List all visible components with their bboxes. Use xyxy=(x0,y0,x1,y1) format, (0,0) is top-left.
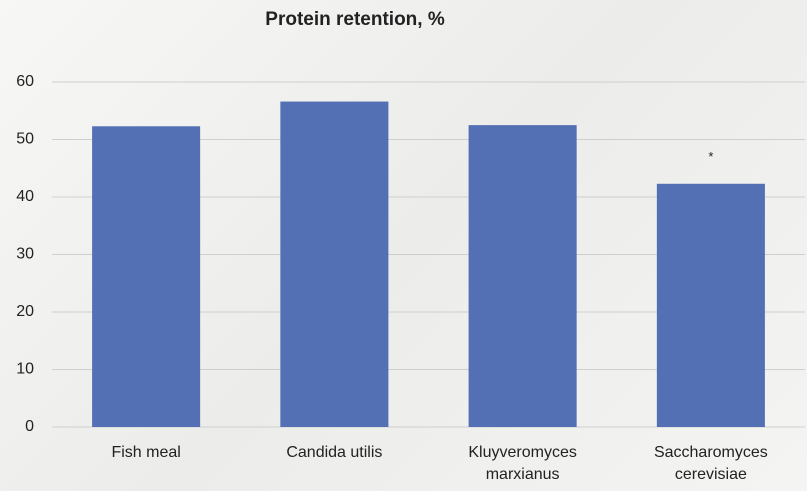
bar xyxy=(92,126,201,428)
annotation: * xyxy=(708,149,713,164)
chart-title: Protein retention, % xyxy=(265,9,445,30)
bar xyxy=(468,125,577,427)
y-tick-label: 0 xyxy=(25,418,34,435)
y-tick-label: 50 xyxy=(16,131,34,148)
bar xyxy=(656,183,765,427)
y-tick-label: 10 xyxy=(16,361,34,378)
x-tick-label: Candida utilis xyxy=(286,444,383,461)
y-tick-label: 40 xyxy=(16,188,34,205)
y-tick-label: 30 xyxy=(16,246,34,263)
bar xyxy=(280,101,389,428)
y-tick-label: 20 xyxy=(16,303,34,320)
x-tick-label: Fish meal xyxy=(111,444,181,461)
x-tick-label: Kluyveromyces marxianus xyxy=(468,444,577,483)
x-tick-label: Saccharomyces cerevisiae xyxy=(653,444,768,483)
y-tick-label: 60 xyxy=(16,73,34,90)
